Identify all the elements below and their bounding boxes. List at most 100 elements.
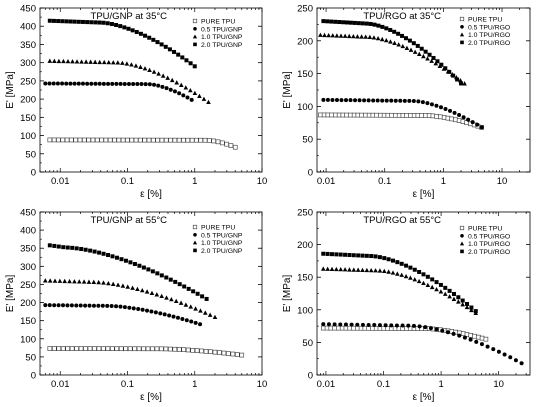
data-point xyxy=(469,305,474,310)
x-axis-label: ε [%] xyxy=(140,189,162,200)
data-point xyxy=(372,323,377,328)
legend-label: 1.0 TPU/GNP xyxy=(201,240,243,247)
data-point xyxy=(55,81,60,86)
x-tick-label: 1 xyxy=(438,379,443,390)
data-point xyxy=(126,81,131,86)
data-point xyxy=(101,251,106,256)
data-point xyxy=(43,278,48,283)
data-point xyxy=(408,265,413,270)
data-point xyxy=(330,97,335,102)
chart-panel-1: 0 50 100 150 200 250 300 350 400 450 0.01 0.1 1 10 TPU… xyxy=(5,4,267,201)
data-point xyxy=(380,24,385,29)
data-point xyxy=(411,41,416,46)
data-point xyxy=(106,81,111,86)
data-point xyxy=(508,355,513,360)
data-point xyxy=(143,82,148,87)
data-point xyxy=(60,19,65,24)
data-point xyxy=(52,243,57,248)
data-point xyxy=(356,21,361,26)
data-point xyxy=(355,34,360,39)
y-tick-label: 150 xyxy=(297,273,313,284)
y-tick-label: 100 xyxy=(20,334,36,345)
legend-label: PURE TPU xyxy=(468,226,502,233)
data-point xyxy=(351,33,356,39)
data-point xyxy=(150,346,155,352)
legend-label: 1.0 TPU/RGO xyxy=(468,241,510,248)
data-point xyxy=(116,137,122,143)
data-point xyxy=(76,81,81,86)
data-point xyxy=(440,328,445,333)
data-point xyxy=(425,101,430,106)
data-point xyxy=(415,113,421,118)
data-point xyxy=(182,284,187,289)
data-point xyxy=(159,42,164,47)
data-point xyxy=(138,31,143,36)
data-point xyxy=(366,112,372,118)
data-point xyxy=(411,323,416,328)
data-point xyxy=(76,279,82,284)
y-tick-label: 350 xyxy=(20,40,36,51)
data-point xyxy=(441,115,447,120)
series-open-square xyxy=(318,112,484,130)
data-point xyxy=(79,59,84,64)
data-point xyxy=(344,98,349,103)
data-point xyxy=(92,249,97,254)
series-circle xyxy=(321,322,524,366)
data-point xyxy=(459,81,464,86)
data-point xyxy=(73,137,78,143)
legend-marker xyxy=(460,249,464,254)
data-point xyxy=(175,315,180,320)
data-point xyxy=(359,112,364,118)
legend-label: PURE TPU xyxy=(468,17,502,24)
data-point xyxy=(65,346,70,351)
data-point xyxy=(109,303,114,308)
data-point xyxy=(88,248,93,253)
data-point xyxy=(369,254,374,259)
data-point xyxy=(130,285,135,290)
legend-label: 2.0 TPU/RGO xyxy=(468,40,510,47)
data-point xyxy=(470,120,475,125)
data-point xyxy=(429,102,434,107)
data-point xyxy=(97,20,102,25)
data-point xyxy=(394,323,399,328)
x-tick-label: 0.01 xyxy=(317,379,336,390)
x-tick-label: 0.01 xyxy=(317,176,336,187)
data-point xyxy=(326,32,331,38)
data-point xyxy=(180,55,185,60)
legend-label: 2.0 TPU/GNP xyxy=(201,42,243,49)
data-point xyxy=(67,278,72,284)
legend-marker xyxy=(192,224,198,230)
data-point xyxy=(83,303,88,308)
data-point xyxy=(468,337,473,342)
data-point xyxy=(204,296,209,301)
data-point xyxy=(91,303,96,308)
data-point xyxy=(181,93,186,98)
x-tick-label: 10 xyxy=(257,379,268,390)
data-point xyxy=(362,98,367,103)
series-square xyxy=(321,19,464,86)
legend-label: 2.0 TPU/GNP xyxy=(201,248,243,255)
data-point xyxy=(79,246,84,251)
data-point xyxy=(430,113,436,119)
data-point xyxy=(337,20,342,25)
data-point xyxy=(118,81,123,86)
data-point xyxy=(197,93,202,98)
data-point xyxy=(136,346,142,352)
data-point xyxy=(164,86,169,91)
data-point xyxy=(92,59,98,64)
data-point xyxy=(474,339,479,344)
data-point xyxy=(143,33,148,38)
data-point xyxy=(60,81,65,86)
data-point xyxy=(202,310,208,315)
data-point xyxy=(491,347,496,352)
data-point xyxy=(78,303,83,308)
data-point xyxy=(147,82,152,87)
data-point xyxy=(390,258,395,263)
data-point xyxy=(325,19,330,24)
data-point xyxy=(151,137,156,143)
data-point xyxy=(412,49,418,54)
data-point xyxy=(122,81,127,86)
data-point xyxy=(176,137,182,143)
data-point xyxy=(381,112,387,118)
data-point xyxy=(339,98,344,103)
